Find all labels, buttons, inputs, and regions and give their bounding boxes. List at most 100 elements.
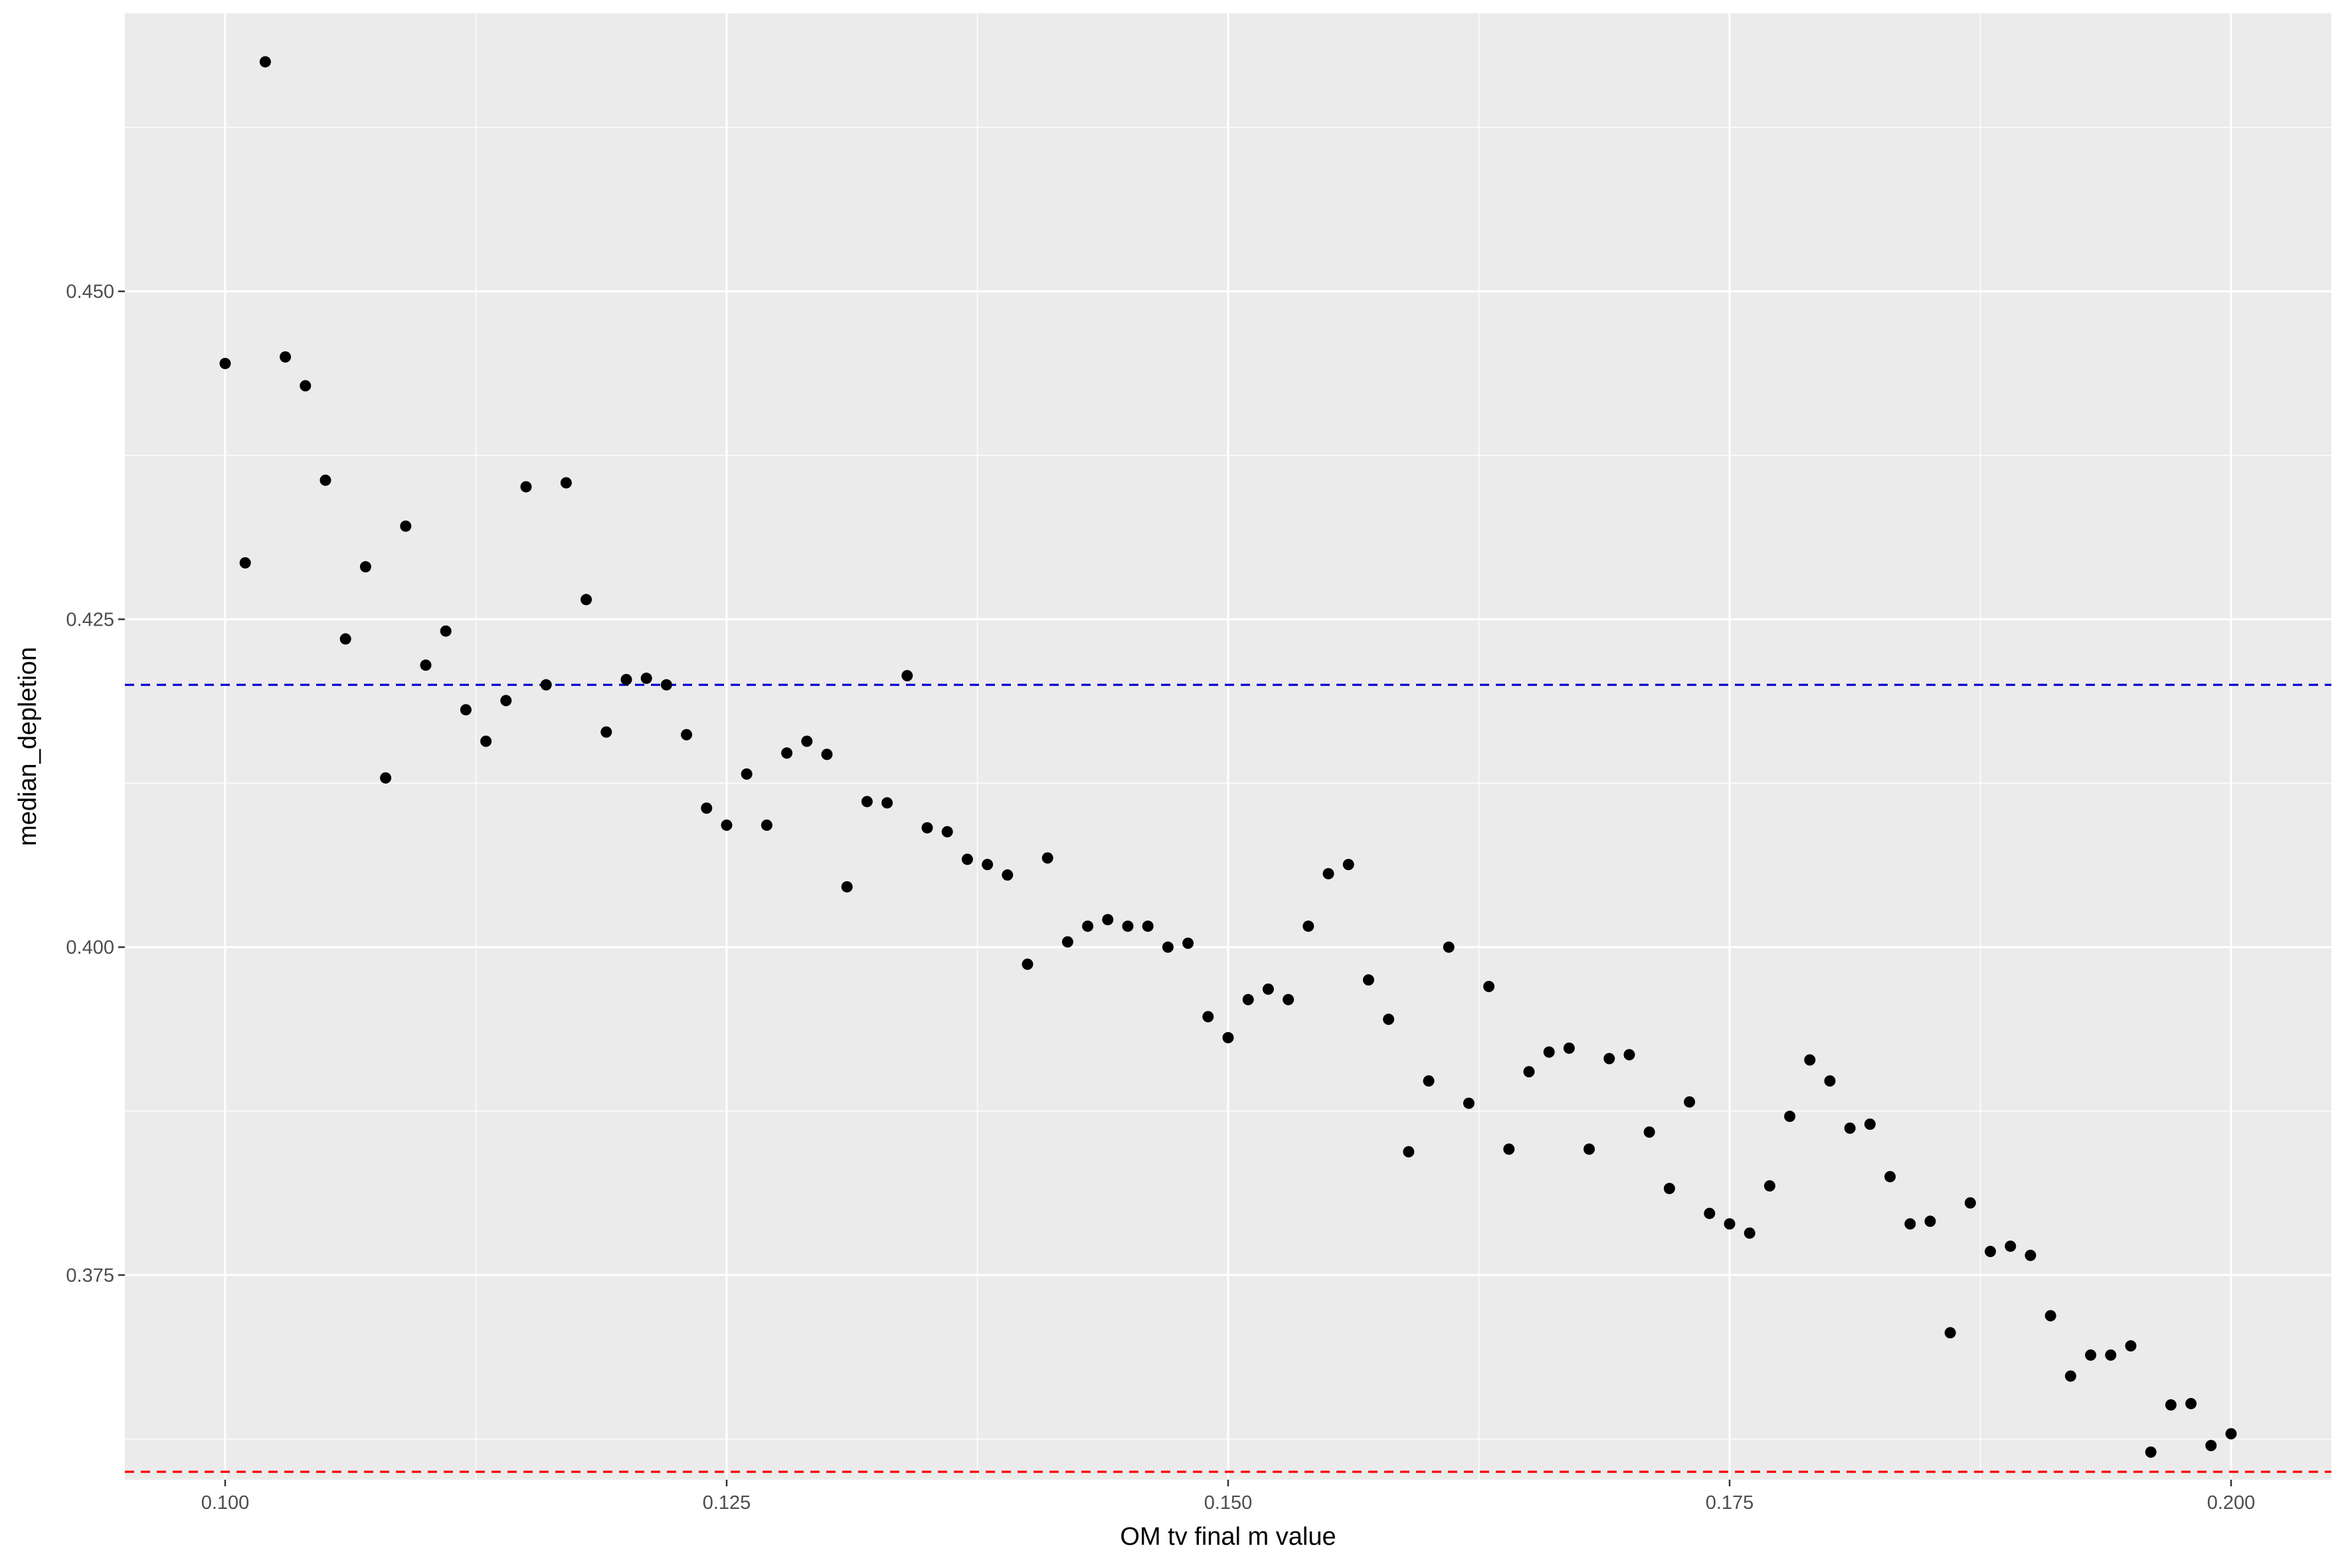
data-point: [380, 772, 392, 784]
data-point: [1985, 1245, 1997, 1257]
data-point: [480, 735, 492, 747]
y-tick-label: 0.375: [66, 1265, 114, 1286]
data-point: [681, 729, 693, 740]
data-point: [2145, 1446, 2157, 1458]
data-point: [359, 561, 371, 572]
data-point: [219, 357, 231, 369]
data-point: [1102, 914, 1114, 926]
data-point: [2044, 1310, 2056, 1322]
major-gridlines: [125, 13, 2331, 1480]
data-point: [640, 672, 652, 684]
data-point: [1663, 1183, 1675, 1195]
data-point: [2064, 1370, 2076, 1382]
data-point: [560, 477, 572, 489]
data-point: [1142, 920, 1154, 932]
data-point: [821, 748, 833, 760]
data-point: [741, 768, 753, 780]
data-point: [1342, 859, 1354, 871]
data-point: [1362, 974, 1374, 986]
y-axis-ticks: 0.375 0.400 0.425 0.450: [66, 282, 125, 1286]
data-point: [600, 726, 612, 738]
data-point: [1684, 1096, 1696, 1108]
data-point: [1463, 1097, 1475, 1109]
data-point: [1944, 1327, 1956, 1339]
data-points: [219, 56, 2237, 1458]
data-point: [420, 659, 432, 671]
data-point: [1162, 941, 1174, 953]
data-point: [2085, 1349, 2097, 1361]
x-tick-label: 0.125: [703, 1492, 751, 1514]
data-point: [300, 380, 312, 392]
data-point: [861, 796, 873, 808]
data-point: [1603, 1053, 1615, 1065]
data-point: [339, 633, 351, 645]
data-point: [1523, 1066, 1535, 1078]
data-point: [1563, 1042, 1575, 1054]
data-point: [660, 679, 672, 691]
x-axis-ticks: 0.100 0.125 0.150 0.175 0.200: [201, 1480, 2256, 1514]
data-point: [1182, 937, 1194, 949]
data-point: [1383, 1013, 1395, 1025]
data-point: [961, 853, 973, 865]
x-tick-label: 0.200: [2207, 1492, 2256, 1514]
x-tick-label: 0.150: [1204, 1492, 1253, 1514]
x-tick-label: 0.100: [201, 1492, 250, 1514]
data-point: [1002, 869, 1014, 881]
y-tick-label: 0.450: [66, 282, 114, 303]
data-point: [1583, 1143, 1595, 1155]
data-point: [2105, 1349, 2117, 1361]
data-point: [1202, 1011, 1214, 1023]
data-point: [1423, 1075, 1435, 1087]
data-point: [2185, 1397, 2197, 1409]
data-point: [1443, 941, 1455, 953]
data-point: [1643, 1126, 1655, 1138]
data-point: [1964, 1197, 1976, 1209]
data-point: [761, 819, 772, 831]
data-point: [520, 481, 532, 493]
data-point: [2165, 1399, 2177, 1411]
data-point: [1222, 1031, 1234, 1043]
data-point: [1704, 1207, 1716, 1219]
data-point: [1623, 1049, 1635, 1061]
data-point: [701, 802, 713, 814]
data-point: [500, 695, 512, 707]
data-point: [781, 747, 793, 759]
data-point: [1322, 868, 1334, 880]
data-point: [239, 557, 251, 569]
data-point: [1022, 958, 1034, 970]
y-tick-label: 0.400: [66, 937, 114, 958]
data-point: [1503, 1143, 1515, 1155]
data-point: [259, 56, 271, 68]
data-point: [280, 351, 292, 363]
data-point: [941, 826, 953, 837]
data-point: [400, 520, 412, 532]
data-point: [2125, 1340, 2137, 1352]
data-point: [2225, 1428, 2237, 1440]
data-point: [1283, 994, 1295, 1005]
data-point: [901, 669, 913, 681]
data-point: [801, 735, 813, 747]
data-point: [540, 679, 552, 691]
data-point: [2005, 1240, 2017, 1252]
data-point: [1303, 920, 1314, 932]
data-point: [460, 704, 472, 716]
y-tick-label: 0.425: [66, 609, 114, 630]
data-point: [841, 881, 853, 893]
data-point: [2025, 1249, 2036, 1261]
data-point: [1483, 980, 1495, 992]
data-point: [1744, 1227, 1755, 1239]
reference-lines: [125, 683, 2331, 1473]
data-point: [581, 594, 592, 606]
data-point: [1824, 1075, 1836, 1087]
data-point: [1724, 1218, 1736, 1230]
data-point: [2205, 1440, 2217, 1452]
data-point: [721, 819, 733, 831]
data-point: [440, 625, 452, 637]
data-point: [1864, 1118, 1876, 1130]
x-axis-title: OM tv final m value: [1120, 1523, 1336, 1551]
data-point: [1082, 920, 1094, 932]
data-point: [982, 859, 994, 871]
data-point: [1844, 1122, 1856, 1134]
data-point: [1122, 920, 1134, 932]
